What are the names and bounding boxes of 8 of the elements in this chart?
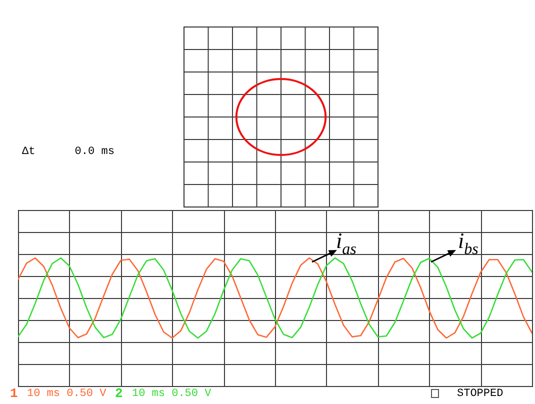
annotation: i$_{as}$ [336, 228, 356, 258]
text: Δt 0.0 ms [22, 146, 114, 158]
text: 10 ms 0.50 V [132, 388, 212, 400]
text: 10 ms 0.50 V [27, 388, 106, 400]
annotation: i$_{bs}$ [458, 228, 478, 258]
text: STOPPED [457, 388, 504, 400]
text: 1 [10, 386, 18, 401]
text: 2 [115, 386, 123, 401]
